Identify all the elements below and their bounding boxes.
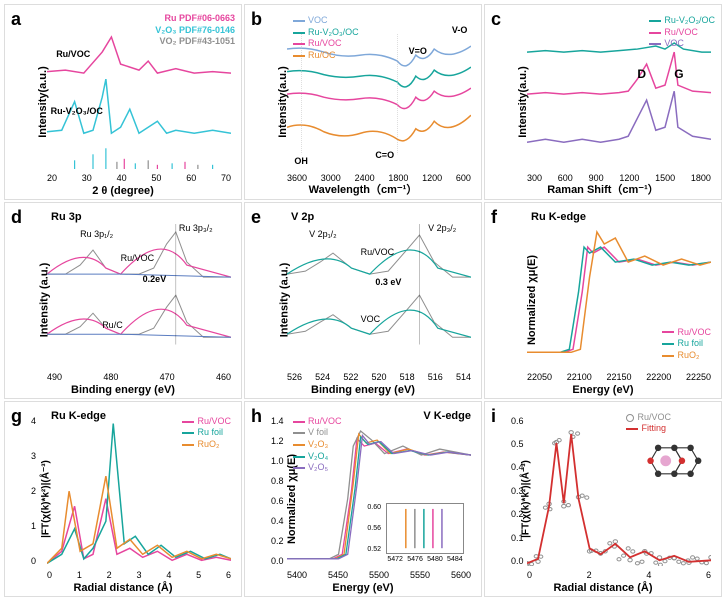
- annot-s1-e: Ru/VOC: [361, 247, 395, 257]
- panel-h-inset-svg: [387, 504, 462, 553]
- panel-h-xticks: 54005450550055505600: [287, 570, 471, 580]
- annot-ruv2o3: Ru-V₂O₃/OC: [51, 106, 103, 116]
- panel-d-xlabel: Binding energy (eV): [71, 384, 175, 396]
- panel-b-xticks: 36003000240018001200600: [287, 173, 471, 183]
- panel-h-yticks: 1.41.21.00.80.60.40.20.0: [271, 416, 284, 566]
- annot-s1-d: Ru/VOC: [121, 253, 155, 263]
- annot-ruvoc: Ru/VOC: [56, 49, 90, 59]
- panel-e: e V 2p Intensity (a.u.) Binding energy (…: [244, 202, 482, 398]
- panel-c-xlabel: Raman Shift（cm⁻¹）: [547, 181, 659, 197]
- panel-c-legend: Ru-V₂O₃/OCRu/VOCVOC: [649, 15, 715, 50]
- panel-f: f Ru K-edge Normalized χμ(E) Energy (eV)…: [484, 202, 722, 398]
- annot-shift-e: 0.3 eV: [375, 277, 401, 287]
- panel-b-xlabel: Wavelength（cm⁻¹）: [309, 181, 418, 197]
- panel-g-label: g: [11, 406, 22, 427]
- panel-c: c Intensity(a.u.) Raman Shift（cm⁻¹） D G …: [484, 4, 722, 200]
- panel-d-label: d: [11, 207, 22, 228]
- annot-p12-e: V 2p₁/₂: [309, 229, 337, 239]
- annot-g: G: [674, 67, 683, 81]
- panel-a-legend: Ru PDF#06-0663V₂O₃ PDF#76-0146VO₂ PDF#43…: [155, 13, 235, 48]
- panel-a-label: a: [11, 9, 21, 30]
- annot-s2-d: Ru/C: [102, 320, 123, 330]
- panel-d-plot: Ru 3p₁/₂ Ru 3p₃/₂ 0.2eV Ru/VOC Ru/C: [47, 217, 231, 367]
- panel-h-legend: Ru/VOCV foilV₂O₃V₂O₄V₂O₅: [293, 416, 342, 474]
- panel-g: g Ru K-edge |FT(χ(k)*k²)|(Å⁻³) Radial di…: [4, 401, 242, 597]
- annot-ceqo: C=O: [375, 150, 394, 160]
- annot-p32-d: Ru 3p₃/₂: [179, 223, 213, 233]
- panel-g-xticks: 0123456: [47, 570, 231, 580]
- annot-d: D: [637, 67, 646, 81]
- panel-i-xticks: 0246: [527, 570, 711, 580]
- panel-i-label: i: [491, 406, 496, 427]
- panel-h-label: h: [251, 406, 262, 427]
- annot-p12-d: Ru 3p₁/₂: [80, 229, 113, 239]
- panel-g-yticks: 43210: [31, 416, 36, 566]
- panel-c-label: c: [491, 9, 501, 30]
- annot-veqo: V=O: [409, 46, 427, 56]
- panel-h: h V K-edge Normalized χμ(E) Energy (eV) …: [244, 401, 482, 597]
- panel-b-legend: VOCRu-V₂O₃/OCRu/VOCRu/OC: [293, 15, 359, 62]
- panel-f-legend: Ru/VOCRu foilRuO₂: [662, 327, 711, 362]
- panel-b-label: b: [251, 9, 262, 30]
- panel-d-svg: [47, 217, 231, 367]
- panel-i: i |FT(χ(k)*k²)|(Å⁻³) Radial distance (Å)…: [484, 401, 722, 597]
- figure-grid: a Intensity(a.u.) 2 θ (degree) Ru/VOC Ru…: [0, 0, 726, 601]
- panel-e-xticks: 526524522520518516514: [287, 372, 471, 382]
- panel-a-xlabel: 2 θ (degree): [92, 185, 154, 197]
- panel-f-label: f: [491, 207, 497, 228]
- panel-a-xticks: 203040506070: [47, 173, 231, 183]
- molecule-inset: [634, 437, 704, 491]
- panel-e-label: e: [251, 207, 261, 228]
- panel-b: b Intensity(a.u.) Wavelength（cm⁻¹） V-O V…: [244, 4, 482, 200]
- panel-d: d Ru 3p Intensity (a.u.) Binding energy …: [4, 202, 242, 398]
- panel-d-xticks: 490480470460: [47, 372, 231, 382]
- annot-s2-e: VOC: [361, 314, 381, 324]
- panel-i-xlabel: Radial distance (Å): [553, 582, 652, 594]
- panel-i-legend: Ru/VOCFitting: [626, 412, 671, 435]
- panel-c-xticks: 300600900120015001800: [527, 173, 711, 183]
- panel-e-xlabel: Binding energy (eV): [311, 384, 415, 396]
- panel-i-plot: [527, 416, 711, 566]
- panel-e-svg: [287, 217, 471, 367]
- panel-a: a Intensity(a.u.) 2 θ (degree) Ru/VOC Ru…: [4, 4, 242, 200]
- panel-i-yticks: 0.60.50.40.30.20.10.0: [511, 416, 524, 566]
- panel-h-inset: 54725476548054840.520.560.60: [386, 503, 463, 554]
- panel-e-plot: V 2p₁/₂ V 2p₃/₂ 0.3 eV Ru/VOC VOC: [287, 217, 471, 367]
- panel-f-xticks: 2205022100221502220022250: [527, 372, 711, 382]
- panel-g-xlabel: Radial distance (Å): [73, 582, 172, 594]
- annot-vo: V-O: [452, 25, 468, 35]
- annot-oh: OH: [294, 156, 308, 166]
- annot-p32-e: V 2p₃/₂: [428, 223, 456, 233]
- panel-g-legend: Ru/VOCRu foilRuO₂: [182, 416, 231, 451]
- annot-shift-d: 0.2eV: [143, 274, 167, 284]
- panel-h-xlabel: Energy (eV): [332, 582, 393, 594]
- panel-f-xlabel: Energy (eV): [572, 384, 633, 396]
